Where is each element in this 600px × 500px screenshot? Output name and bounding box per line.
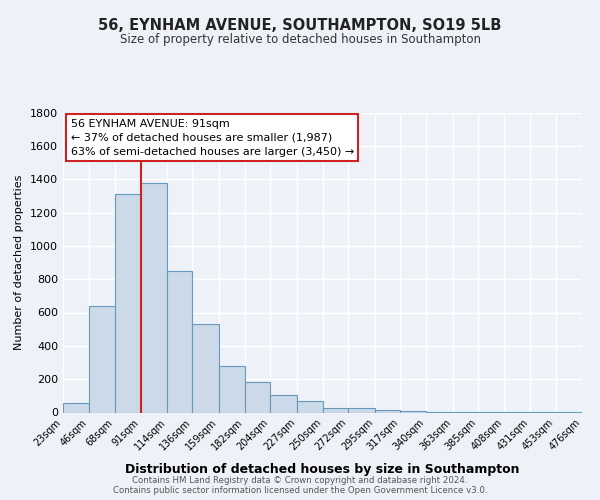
Bar <box>348 408 374 412</box>
Text: 56 EYNHAM AVENUE: 91sqm
← 37% of detached houses are smaller (1,987)
63% of semi: 56 EYNHAM AVENUE: 91sqm ← 37% of detache… <box>71 118 354 156</box>
Bar <box>400 411 426 412</box>
Bar <box>63 404 89 412</box>
Text: Contains HM Land Registry data © Crown copyright and database right 2024.: Contains HM Land Registry data © Crown c… <box>132 476 468 485</box>
Y-axis label: Number of detached properties: Number of detached properties <box>14 175 25 350</box>
Bar <box>89 306 115 412</box>
Bar <box>115 194 141 412</box>
Bar <box>245 382 271 412</box>
Bar <box>297 401 323 412</box>
Bar <box>167 271 193 412</box>
Bar <box>193 324 219 412</box>
Bar <box>271 395 297 412</box>
Text: Size of property relative to detached houses in Southampton: Size of property relative to detached ho… <box>119 32 481 46</box>
Text: Contains public sector information licensed under the Open Government Licence v3: Contains public sector information licen… <box>113 486 487 495</box>
Bar <box>219 366 245 412</box>
Bar <box>374 410 400 412</box>
Text: 56, EYNHAM AVENUE, SOUTHAMPTON, SO19 5LB: 56, EYNHAM AVENUE, SOUTHAMPTON, SO19 5LB <box>98 18 502 32</box>
Bar <box>141 182 167 412</box>
Bar <box>323 408 348 412</box>
X-axis label: Distribution of detached houses by size in Southampton: Distribution of detached houses by size … <box>125 464 520 476</box>
